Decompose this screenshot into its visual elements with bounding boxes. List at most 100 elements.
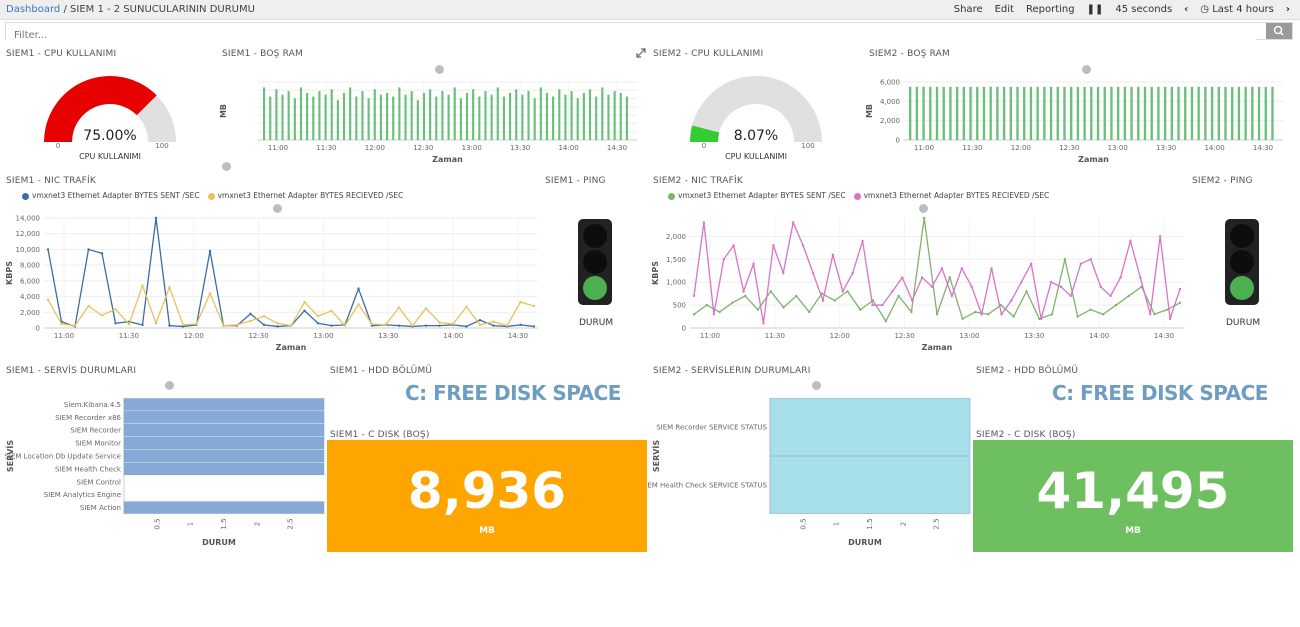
share-button[interactable]: Share bbox=[953, 4, 983, 15]
time-range-picker[interactable]: ◷ Last 4 hours bbox=[1200, 0, 1274, 20]
cpu-gauge-s1: 75.00% 0 100 CPU KULLANIMI bbox=[44, 76, 176, 161]
category-label: SIEM Health Check bbox=[55, 465, 122, 473]
time-range-label: Last 4 hours bbox=[1212, 4, 1274, 15]
collapse-toggle-icon[interactable] bbox=[1082, 65, 1091, 74]
data-point bbox=[891, 290, 894, 293]
gauge-max: 100 bbox=[155, 142, 168, 150]
reporting-button[interactable]: Reporting bbox=[1025, 4, 1075, 15]
bar bbox=[595, 96, 598, 140]
bar bbox=[1224, 86, 1227, 140]
gauge-max: 100 bbox=[801, 142, 814, 150]
tick-label: 12:30 bbox=[894, 332, 914, 340]
data-point bbox=[884, 319, 888, 323]
nic-legend-s1: vmxnet3 Ethernet Adapter BYTES SENT /SEC… bbox=[22, 191, 403, 200]
collapse-toggle-icon[interactable] bbox=[273, 204, 282, 213]
tick-label: 12:00 bbox=[830, 332, 850, 340]
pause-icon[interactable]: ❚❚ bbox=[1086, 4, 1104, 15]
data-point bbox=[1030, 262, 1033, 266]
collapse-toggle-icon[interactable] bbox=[222, 162, 231, 171]
category-label: SIEM Recorder SERVICE STATUS bbox=[656, 424, 767, 432]
bar bbox=[1204, 86, 1207, 140]
bar bbox=[1029, 86, 1033, 140]
refresh-interval-button[interactable]: 45 seconds bbox=[1115, 4, 1173, 15]
data-point bbox=[1079, 262, 1083, 266]
tick-label: 0 bbox=[36, 325, 40, 333]
metric-value: 41,495 bbox=[1036, 462, 1230, 520]
data-point bbox=[782, 306, 785, 309]
gauge-min: 0 bbox=[702, 142, 706, 150]
filter-search-button[interactable] bbox=[1266, 23, 1292, 39]
y-axis-label: SERVİS bbox=[651, 440, 661, 473]
bar bbox=[588, 89, 592, 140]
bar bbox=[355, 96, 358, 140]
bar bbox=[502, 96, 506, 140]
ping-status-label: DURUM bbox=[1226, 318, 1261, 328]
legend-item[interactable]: vmxnet3 Ethernet Adapter BYTES SENT /SEC bbox=[22, 191, 200, 200]
chevron-left-icon[interactable]: ‹ bbox=[1184, 4, 1189, 15]
collapse-toggle-icon[interactable] bbox=[812, 381, 821, 390]
breadcrumb-separator: / bbox=[63, 4, 67, 15]
tick-label: 13:30 bbox=[378, 332, 398, 340]
data-point bbox=[222, 324, 225, 327]
tick-label: 0 bbox=[682, 325, 686, 333]
data-point bbox=[1038, 317, 1041, 321]
edit-button[interactable]: Edit bbox=[994, 4, 1014, 15]
bar bbox=[976, 86, 979, 140]
bar bbox=[472, 89, 475, 140]
bar bbox=[576, 98, 579, 140]
data-point bbox=[986, 313, 990, 316]
legend-label: vmxnet3 Ethernet Adapter BYTES SENT /SEC bbox=[32, 191, 200, 200]
bar bbox=[1130, 86, 1133, 140]
breadcrumb-dashboard-link[interactable]: Dashboard bbox=[6, 4, 61, 15]
data-point bbox=[930, 285, 934, 288]
tick-label: 13:00 bbox=[959, 332, 979, 340]
tick-label: 12:00 bbox=[365, 144, 385, 152]
panel-title-s1-ping: SIEM1 - PING bbox=[545, 176, 606, 186]
bar bbox=[1264, 86, 1267, 140]
series-line bbox=[693, 220, 1181, 324]
tick-label: 12:00 bbox=[184, 332, 204, 340]
green-lamp bbox=[1230, 276, 1254, 300]
bar bbox=[545, 92, 549, 140]
bar bbox=[478, 96, 481, 140]
bar bbox=[1116, 86, 1120, 140]
gauge-fill bbox=[44, 76, 157, 142]
collapse-toggle-icon[interactable] bbox=[435, 65, 444, 74]
data-point bbox=[316, 315, 320, 318]
category-label: SIEM Recorder bbox=[70, 427, 121, 435]
category-label: SIEM Control bbox=[77, 478, 122, 486]
bar bbox=[484, 91, 487, 140]
filter-input[interactable] bbox=[6, 27, 1256, 44]
disk-metric-s2: 41,495 MB bbox=[973, 440, 1293, 552]
data-point bbox=[87, 248, 90, 251]
bar bbox=[453, 87, 456, 140]
legend-item[interactable]: vmxnet3 Ethernet Adapter BYTES SENT /SEC bbox=[668, 191, 846, 200]
legend-item[interactable]: vmxnet3 Ethernet Adapter BYTES RECIEVED … bbox=[853, 191, 1049, 200]
legend-item[interactable]: vmxnet3 Ethernet Adapter BYTES RECIEVED … bbox=[207, 191, 403, 200]
data-point bbox=[1089, 258, 1092, 261]
data-point bbox=[1153, 313, 1156, 316]
data-point bbox=[397, 306, 401, 309]
collapse-toggle-icon[interactable] bbox=[919, 204, 928, 213]
bar bbox=[367, 98, 370, 140]
gauge-caption: CPU KULLANIMI bbox=[725, 152, 787, 161]
x-axis-label: Zaman bbox=[1078, 155, 1109, 164]
expand-icon[interactable] bbox=[636, 48, 646, 58]
data-point bbox=[910, 310, 913, 314]
chevron-right-icon[interactable]: › bbox=[1285, 4, 1290, 15]
tick-label: 2 bbox=[253, 522, 261, 526]
data-point bbox=[871, 303, 874, 307]
bar bbox=[416, 100, 419, 140]
x-axis-label: Zaman bbox=[432, 155, 463, 164]
data-point bbox=[1099, 285, 1102, 288]
data-point bbox=[1020, 280, 1023, 284]
collapse-toggle-icon[interactable] bbox=[165, 381, 174, 390]
data-point bbox=[303, 309, 306, 312]
data-point bbox=[1000, 313, 1003, 316]
bar bbox=[373, 89, 376, 140]
bar bbox=[582, 92, 585, 140]
data-point bbox=[1025, 290, 1028, 293]
bar bbox=[386, 92, 389, 140]
data-point bbox=[195, 322, 198, 326]
bar bbox=[1170, 86, 1174, 140]
